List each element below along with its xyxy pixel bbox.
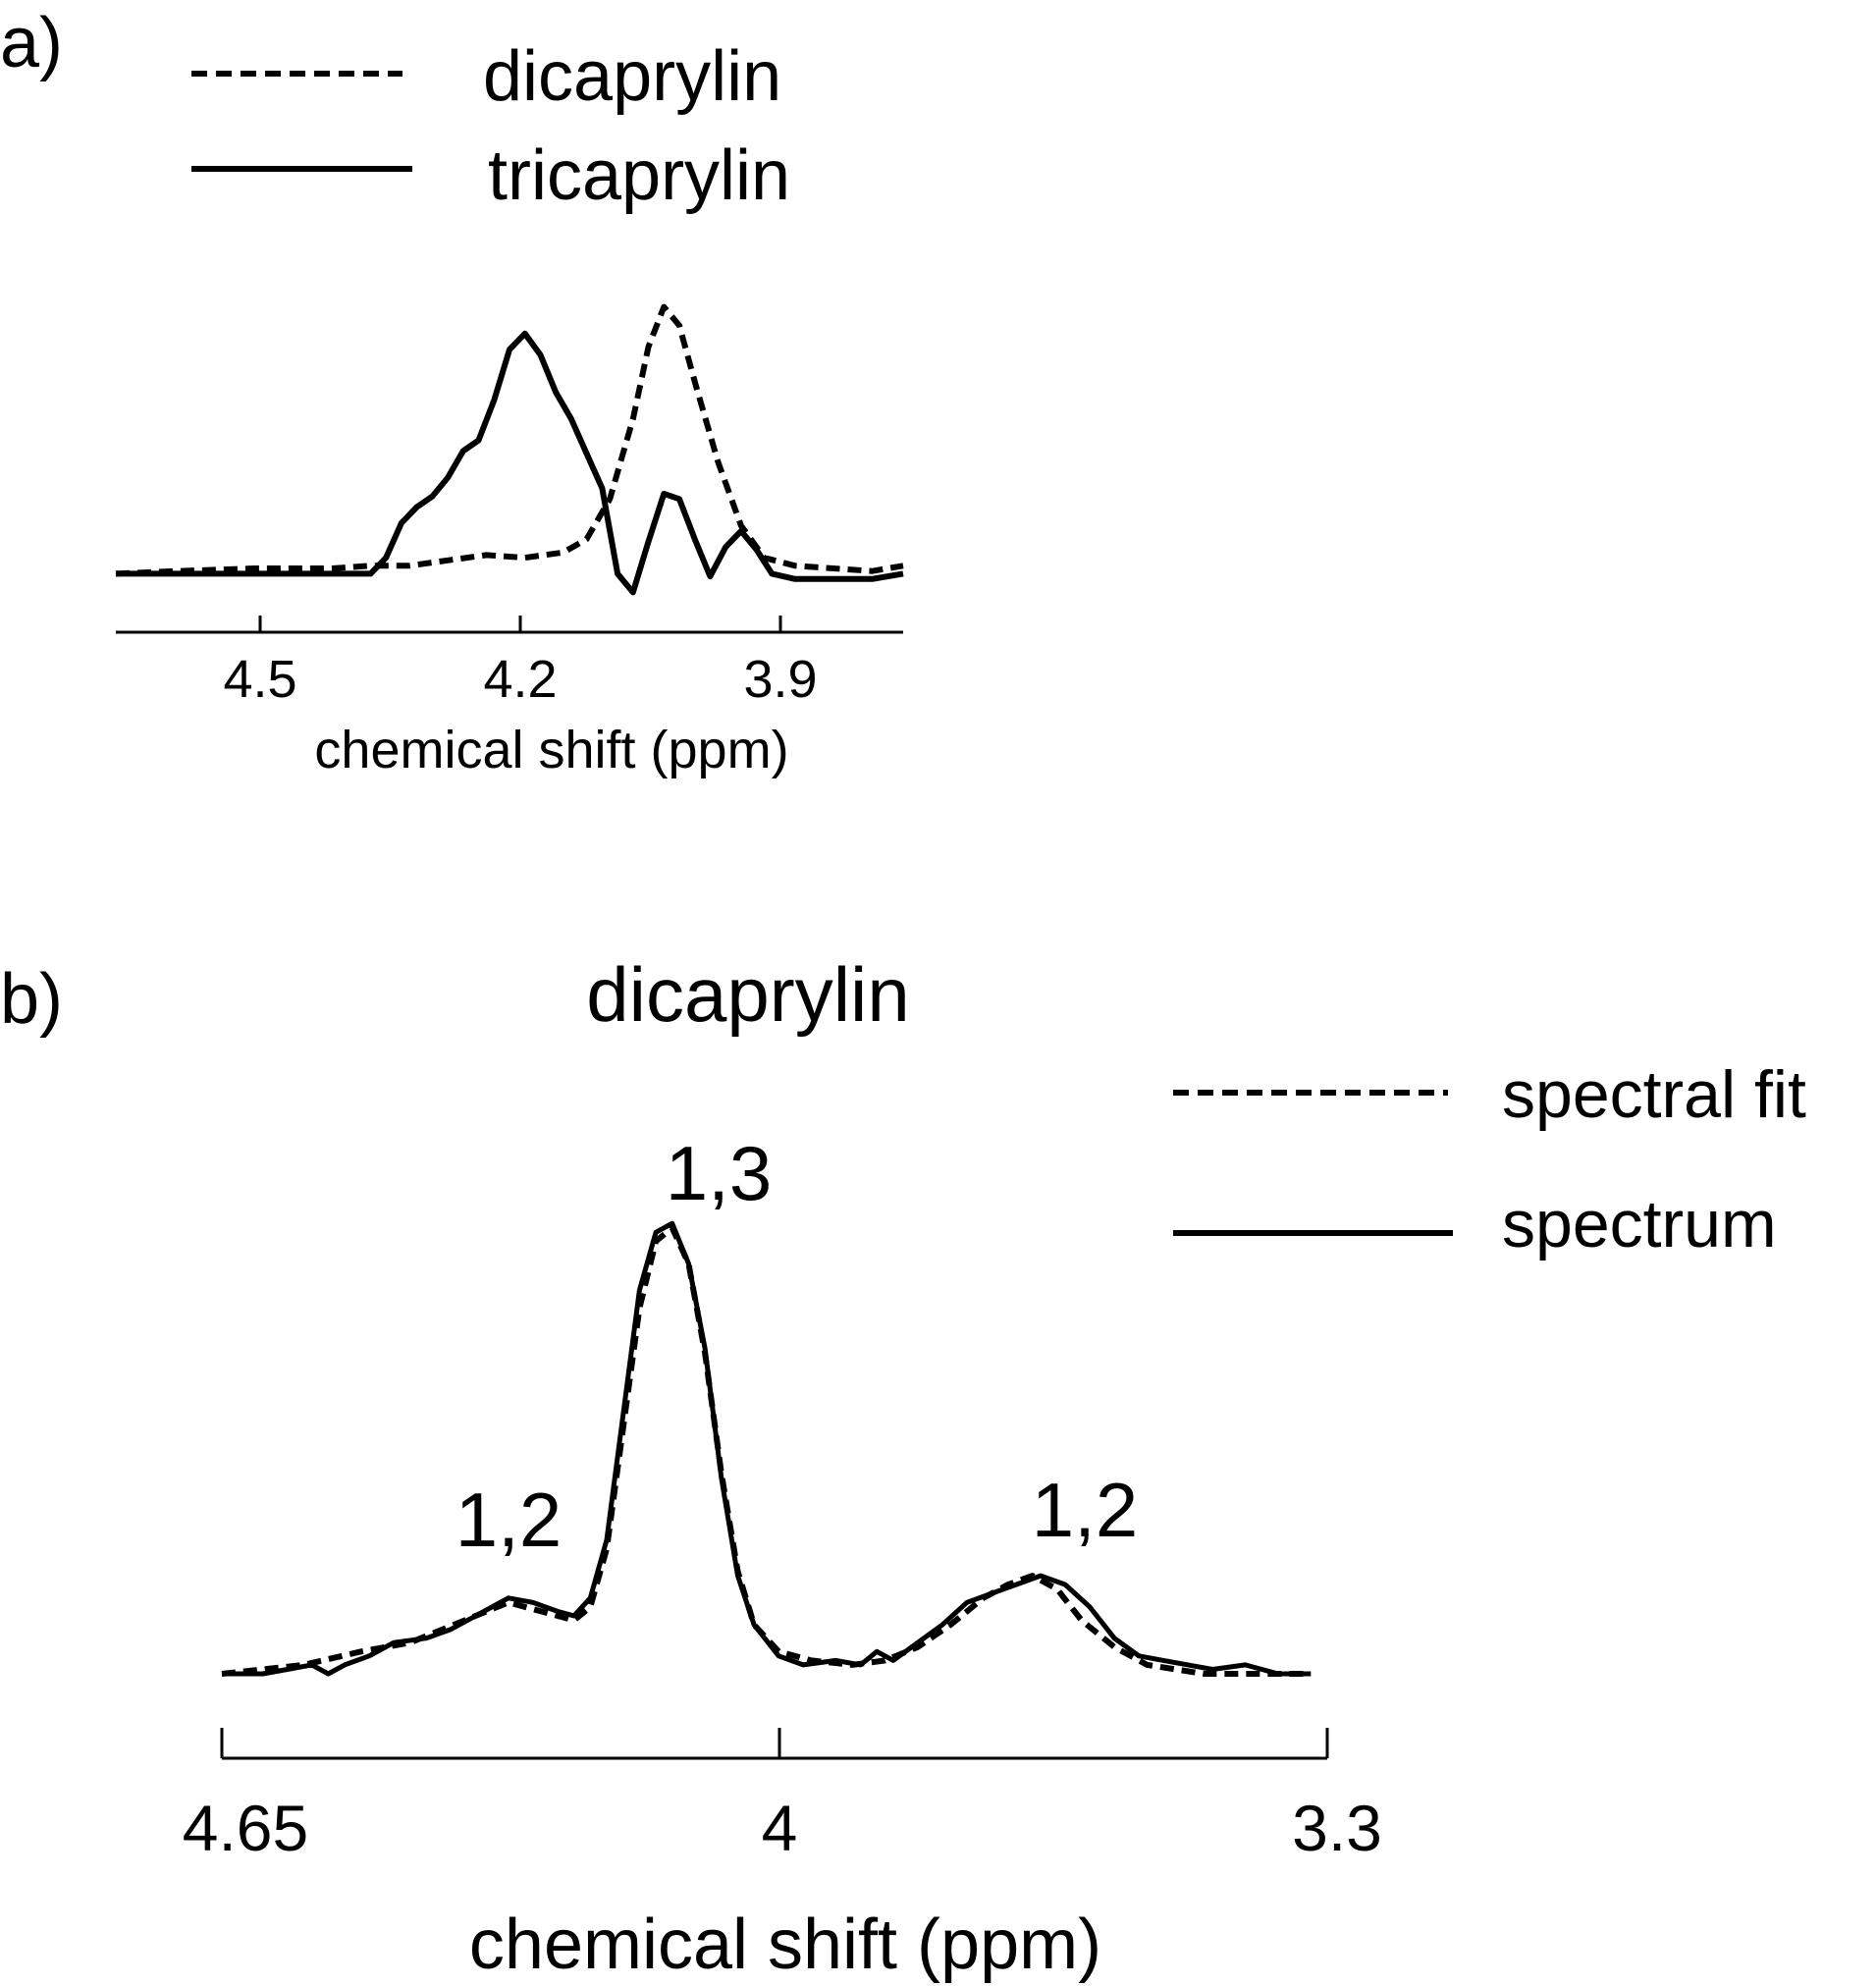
legend-a-solid-label: tricaprylin xyxy=(488,136,790,215)
peak-annotation-1-2-left: 1,2 xyxy=(456,1476,562,1563)
panel-b-label: b) xyxy=(0,960,63,1039)
peak-annotation-1-2-right: 1,2 xyxy=(1032,1467,1138,1553)
panel-b: b) dicaprylin spectral fit spectrum 1,3 … xyxy=(0,951,1806,1984)
series-line-dicaprylin xyxy=(115,303,904,577)
x-tick-label-a-4.5: 4.5 xyxy=(223,650,296,709)
legend-a-dashed-label: dicaprylin xyxy=(483,37,781,116)
x-tick-label-b-3.3: 3.3 xyxy=(1292,1792,1382,1864)
legend-b-solid-label: spectrum xyxy=(1502,1187,1777,1261)
panel-a-label: a) xyxy=(0,4,63,82)
x-axis-label-a: chemical shift (ppm) xyxy=(314,721,788,779)
x-tick-label-b-4.65: 4.65 xyxy=(183,1792,308,1864)
x-axis-label-b: chemical shift (ppm) xyxy=(469,1905,1101,1984)
chart-title-b: dicaprylin xyxy=(586,951,909,1038)
x-tick-label-a-4.2: 4.2 xyxy=(483,650,557,709)
legend-b-dashed-label: spectral fit xyxy=(1502,1057,1806,1132)
series-line-tricaprylin xyxy=(116,330,904,596)
series-line-spectrum xyxy=(222,1220,1312,1677)
peak-annotation-1-3: 1,3 xyxy=(666,1130,772,1216)
series-line-spectral-fit xyxy=(221,1224,1312,1677)
panel-a: a) dicaprylin tricaprylin 4.5 4.2 3.9 ch… xyxy=(0,4,904,779)
x-tick-label-b-4: 4 xyxy=(762,1792,798,1864)
x-tick-label-a-3.9: 3.9 xyxy=(743,650,817,709)
